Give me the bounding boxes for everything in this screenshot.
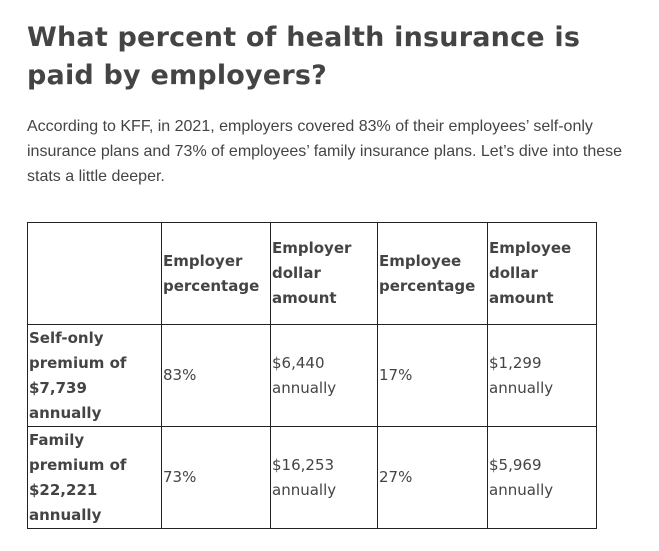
cell-employer-percentage: 83%	[161, 324, 271, 427]
row-label-self-only: Self-only premium of $7,739 annually	[27, 324, 162, 427]
row-label-family: Family premium of $22,221 annually	[27, 426, 162, 529]
cell-employee-dollar-amount: $1,299 annually	[487, 324, 597, 427]
table-header-cell-empty	[27, 222, 162, 325]
table-header-cell-employee-percentage: Employee percentage	[377, 222, 488, 325]
table-header-row: Employer percentage Employer dollar amou…	[27, 222, 597, 325]
cell-employer-dollar-amount: $6,440 annually	[270, 324, 378, 427]
cell-employer-percentage: 73%	[161, 426, 271, 529]
cell-employee-percentage: 17%	[377, 324, 488, 427]
insurance-stats-table: Employer percentage Employer dollar amou…	[27, 222, 597, 529]
cell-employee-dollar-amount: $5,969 annually	[487, 426, 597, 529]
table-header-cell-employer-percentage: Employer percentage	[161, 222, 271, 325]
table-header-cell-employee-dollar-amount: Employee dollar amount	[487, 222, 597, 325]
cell-employer-dollar-amount: $16,253 annually	[270, 426, 378, 529]
table-header-cell-employer-dollar-amount: Employer dollar amount	[270, 222, 378, 325]
cell-employee-percentage: 27%	[377, 426, 488, 529]
article-heading: What percent of health insurance is paid…	[27, 22, 581, 91]
table-row: Family premium of $22,221 annually 73% $…	[27, 426, 597, 529]
table-row: Self-only premium of $7,739 annually 83%…	[27, 324, 597, 427]
article-intro: According to KFF, in 2021, employers cov…	[27, 118, 623, 185]
